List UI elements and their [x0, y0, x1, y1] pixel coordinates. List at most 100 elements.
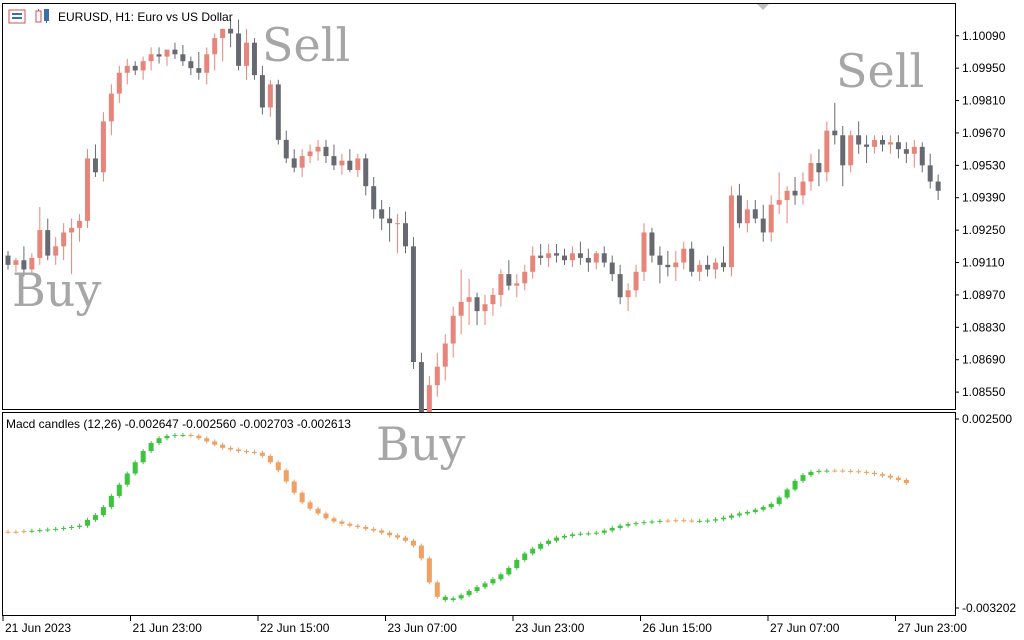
candle-body	[736, 195, 742, 224]
macd-bar-body	[61, 527, 67, 529]
candle	[108, 84, 114, 136]
price-tick-label: 1.08550	[962, 385, 1006, 399]
macd-bar	[514, 557, 520, 570]
time-tick-label: 26 Jun 15:00	[643, 621, 713, 635]
macd-bar	[275, 460, 281, 473]
macd-bar	[259, 450, 265, 458]
candle	[601, 246, 607, 268]
macd-bar	[721, 515, 726, 522]
scroll-marker-icon[interactable]	[757, 4, 769, 10]
candle-body	[108, 93, 114, 122]
macd-bar	[21, 529, 27, 534]
candle	[275, 79, 281, 145]
macd-bar-body	[554, 537, 560, 541]
candle	[13, 257, 19, 272]
candle	[379, 200, 385, 231]
candle-body	[848, 135, 854, 166]
macd-bar	[291, 479, 297, 495]
macd-bar	[713, 517, 719, 523]
candle-body	[482, 304, 488, 312]
candle-body	[546, 253, 552, 258]
price-tick-label: 1.08830	[962, 320, 1006, 334]
macd-bar	[649, 519, 655, 525]
candle-body	[434, 366, 440, 386]
candle-body	[315, 146, 321, 152]
candle	[355, 153, 361, 177]
macd-bar-body	[116, 484, 122, 496]
candle-body	[29, 257, 35, 270]
candle-body	[832, 130, 838, 136]
candle	[895, 135, 901, 159]
candle-body	[625, 290, 631, 298]
candle	[554, 244, 560, 263]
candle-body	[13, 260, 19, 265]
price-tick-label: 1.09390	[962, 191, 1006, 205]
macd-bar	[458, 593, 464, 601]
candle	[935, 174, 941, 201]
macd-bar	[13, 529, 19, 534]
candle-body	[514, 283, 520, 286]
candle-body	[339, 160, 345, 166]
candle	[760, 204, 766, 242]
macd-bar	[100, 505, 106, 518]
macd-bar	[903, 477, 909, 486]
macd-bar	[450, 596, 456, 602]
candle	[625, 283, 631, 312]
candle	[45, 218, 51, 261]
macd-bar-body	[331, 518, 337, 522]
chart-bars-icon[interactable]	[8, 9, 26, 24]
price-tick-label: 1.09110	[962, 256, 1005, 270]
candle	[776, 172, 782, 214]
candle	[919, 142, 925, 173]
macd-bar	[299, 490, 305, 505]
candle	[514, 274, 520, 298]
macd-bar-body	[236, 449, 242, 452]
macd-axis: 0.002500 -0.003202	[955, 412, 1016, 615]
macd-bar-body	[514, 559, 520, 568]
macd-bar-body	[140, 451, 146, 463]
price-tick-label: 1.09250	[962, 223, 1006, 237]
candle-body	[267, 84, 273, 108]
macd-bar	[601, 528, 607, 535]
macd-bar-body	[204, 438, 210, 442]
macd-bar	[267, 453, 273, 465]
macd-bar	[530, 546, 536, 556]
candle-body	[403, 223, 408, 247]
price-tick-label: 1.09810	[962, 94, 1006, 108]
time-tick-label: 21 Jun 2023	[5, 621, 71, 635]
candle-body	[935, 181, 941, 191]
macd-bar-body	[148, 443, 154, 452]
candle	[21, 246, 27, 277]
macd-bar-body	[490, 579, 496, 584]
candle-body	[387, 218, 393, 224]
macd-bar	[872, 470, 878, 477]
macd-bar-body	[593, 532, 599, 534]
macd-bar	[77, 523, 83, 529]
candle	[259, 65, 265, 115]
macd-bar	[132, 460, 138, 476]
macd-bar	[363, 524, 369, 531]
macd-bar-body	[172, 435, 178, 437]
macd-bar	[625, 522, 631, 528]
price-tick-label: 1.09950	[962, 61, 1006, 75]
macd-bar	[593, 530, 599, 536]
candle-body	[132, 65, 138, 71]
candle-body	[355, 158, 361, 170]
macd-bar-body	[124, 473, 130, 485]
candle-body	[275, 84, 281, 140]
candle	[77, 213, 83, 242]
candle	[371, 176, 377, 219]
macd-bar-body	[363, 526, 369, 529]
candle	[220, 28, 226, 62]
candle	[283, 130, 289, 164]
macd-bar-body	[538, 543, 544, 549]
candle-body	[617, 274, 623, 298]
candle-body	[665, 264, 671, 268]
chart-candles-icon[interactable]	[35, 9, 49, 23]
candle	[792, 176, 798, 205]
macd-bar	[331, 516, 337, 524]
macd-bar	[69, 524, 75, 530]
macd-bars	[5, 433, 909, 602]
candle	[816, 149, 822, 187]
candle	[530, 246, 536, 279]
